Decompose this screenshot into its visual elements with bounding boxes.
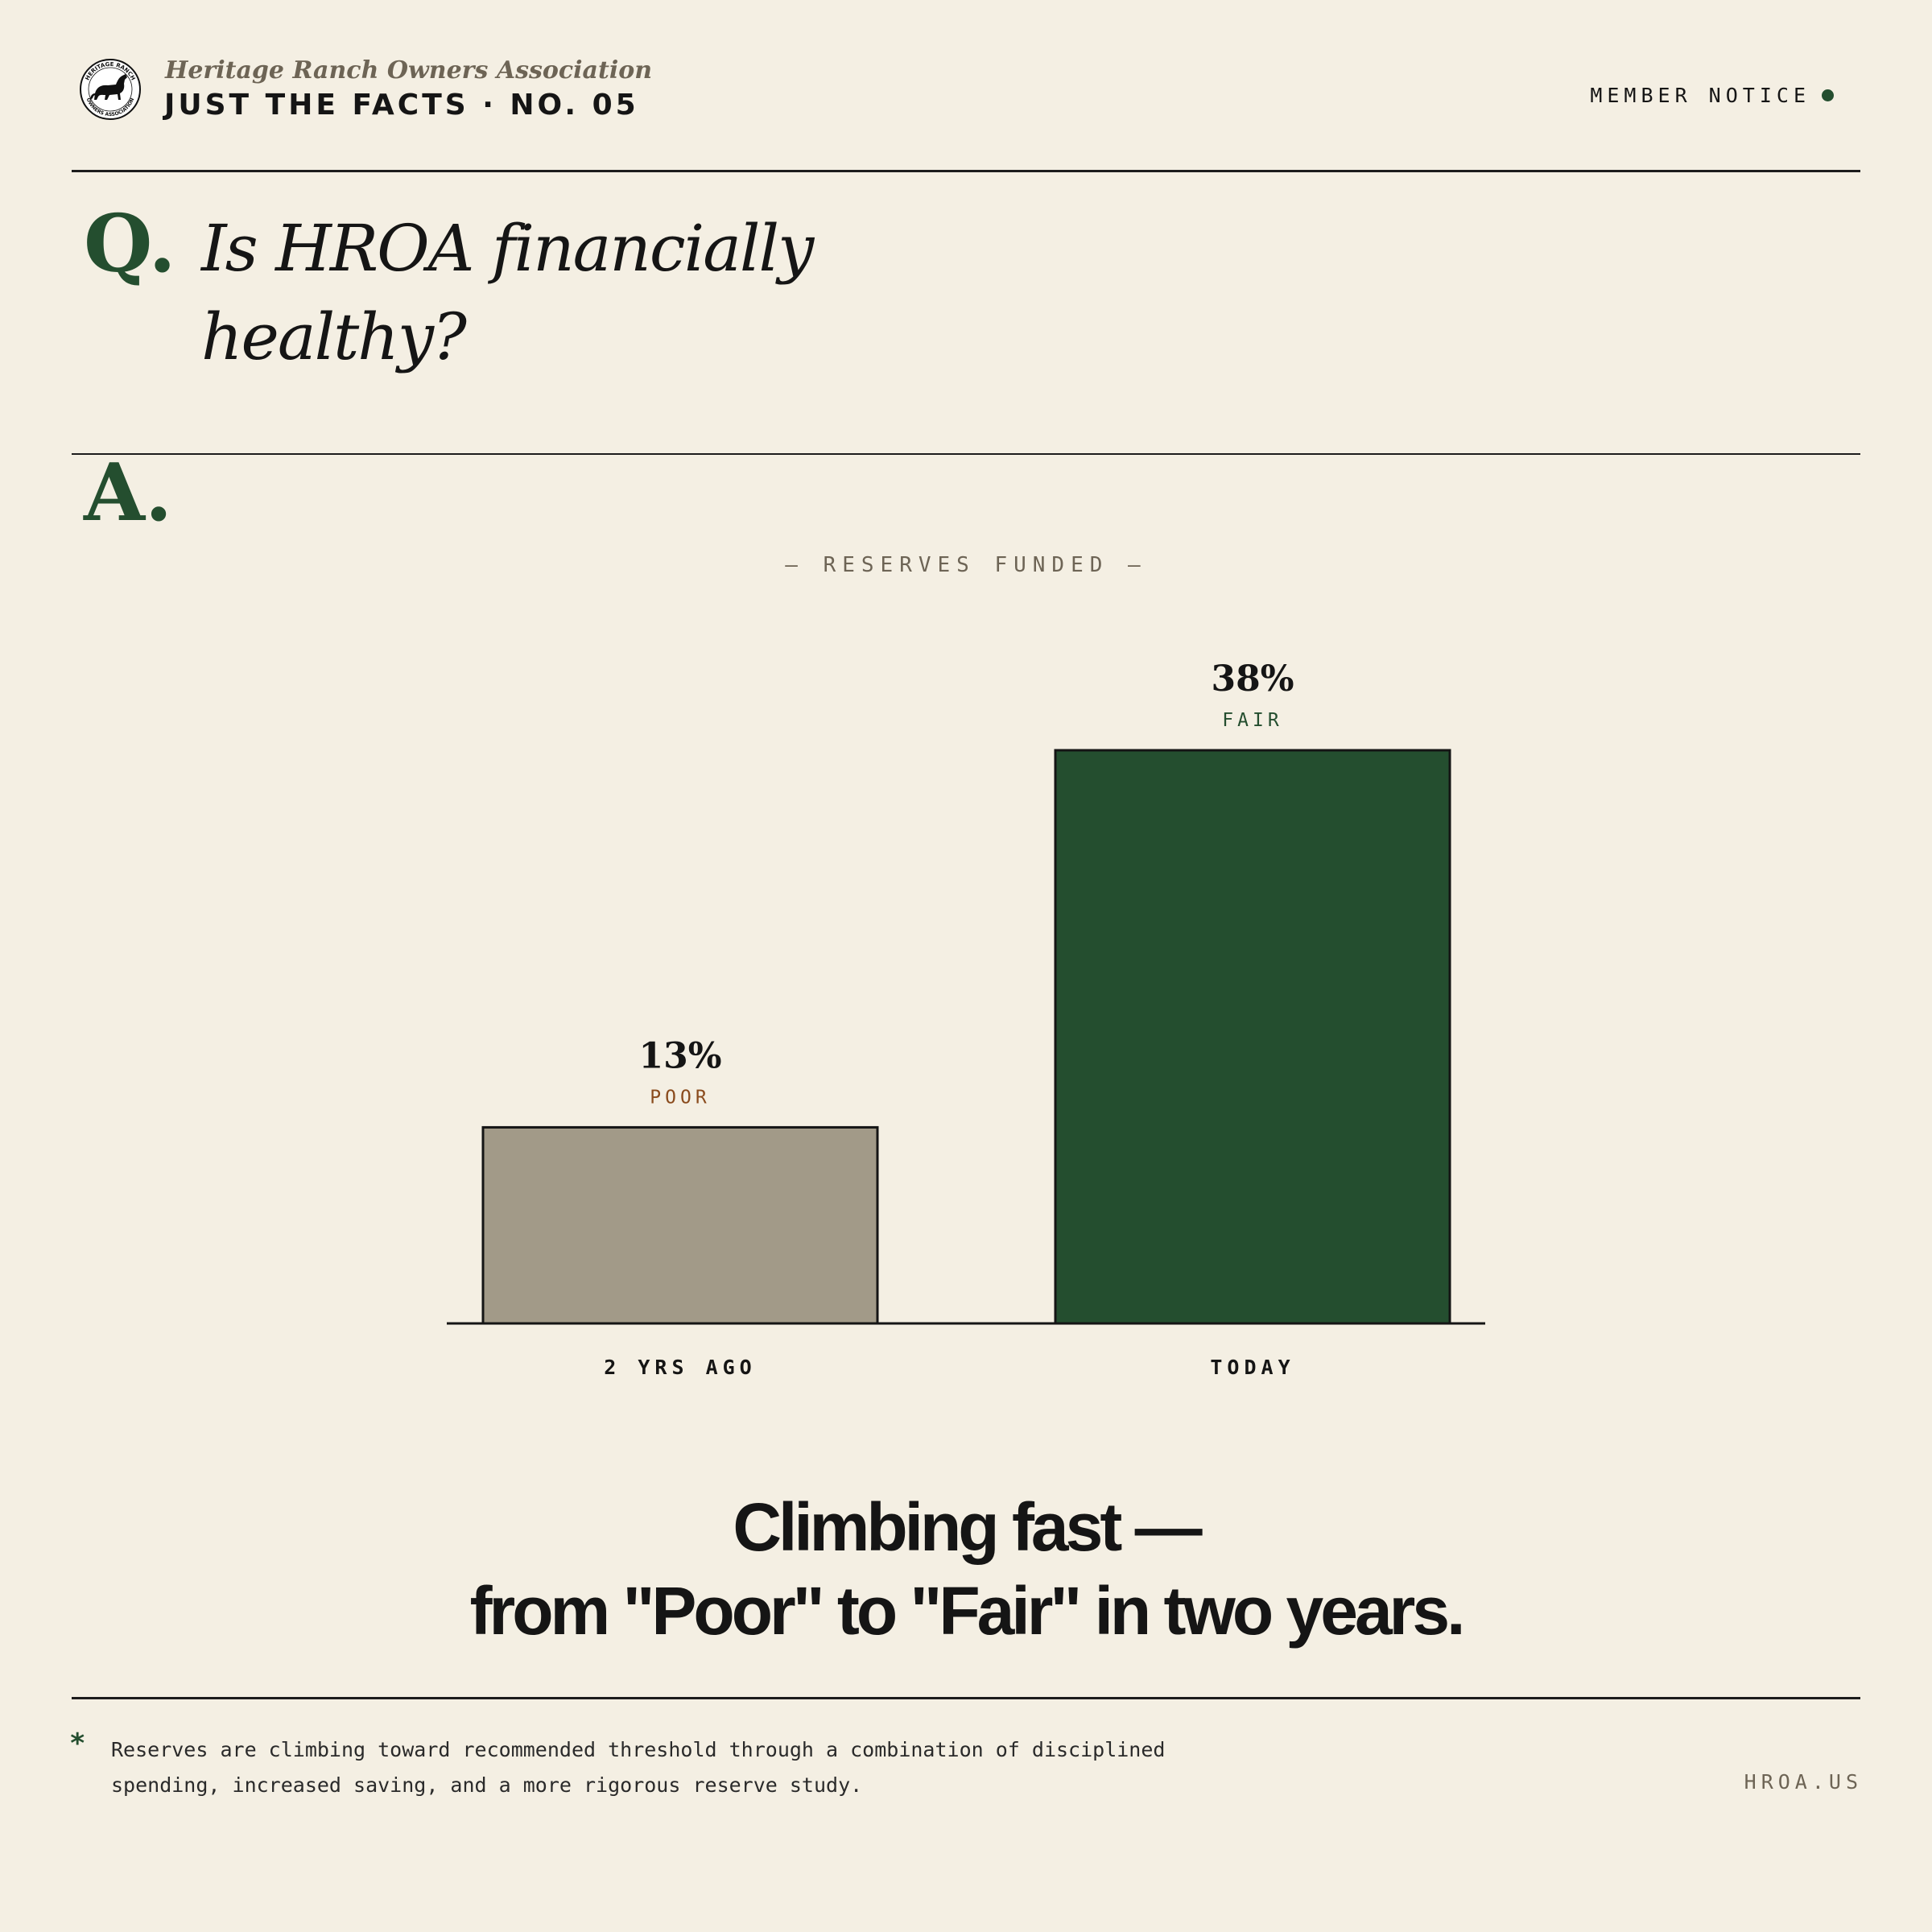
footnote: Reserves are climbing toward recommended… [111,1738,1166,1797]
logo-seal: HERITAGE RANCH OWNERS ASSOCIATION [80,59,141,120]
answer-marker: A. [84,447,173,539]
question-marker: Q. [84,198,176,291]
site-link[interactable]: HROA.US [1744,1770,1863,1794]
category-label-1: TODAY [1210,1356,1294,1379]
headline-line-2: from "Poor" to "Fair" in two years. [469,1573,1466,1649]
question-text: Is HROA financially healthy? [201,211,814,374]
value-label-0: 13% [638,1035,721,1076]
bar-0 [481,1125,879,1325]
answer-divider [72,453,1860,455]
bar-1 [1054,749,1451,1325]
rating-label-0: POOR [650,1087,710,1108]
header-divider [72,170,1860,172]
headline: Climbing fast — from "Poor" to "Fair" in… [0,1485,1932,1653]
headline-line-1: Climbing fast — [733,1489,1202,1565]
org-name: Heritage Ranch Owners Association [165,56,653,85]
footer-divider [72,1697,1860,1699]
issue-title: JUST THE FACTS · NO. 05 [164,89,639,122]
rating-label-1: FAIR [1222,710,1282,731]
category-label-0: 2 YRS AGO [604,1356,756,1379]
value-label-1: 38% [1211,658,1294,700]
status-dot-icon [1822,89,1834,101]
member-notice: MEMBER NOTICE [1590,84,1834,107]
asterisk-icon: * [69,1728,86,1760]
member-notice-label: MEMBER NOTICE [1590,84,1810,107]
bar-chart: 13% POOR 2 YRS AGO 38% FAIR TODAY [447,658,1485,1379]
chart-title: — RESERVES FUNDED — [785,553,1147,577]
horse-seal-icon [90,74,127,100]
